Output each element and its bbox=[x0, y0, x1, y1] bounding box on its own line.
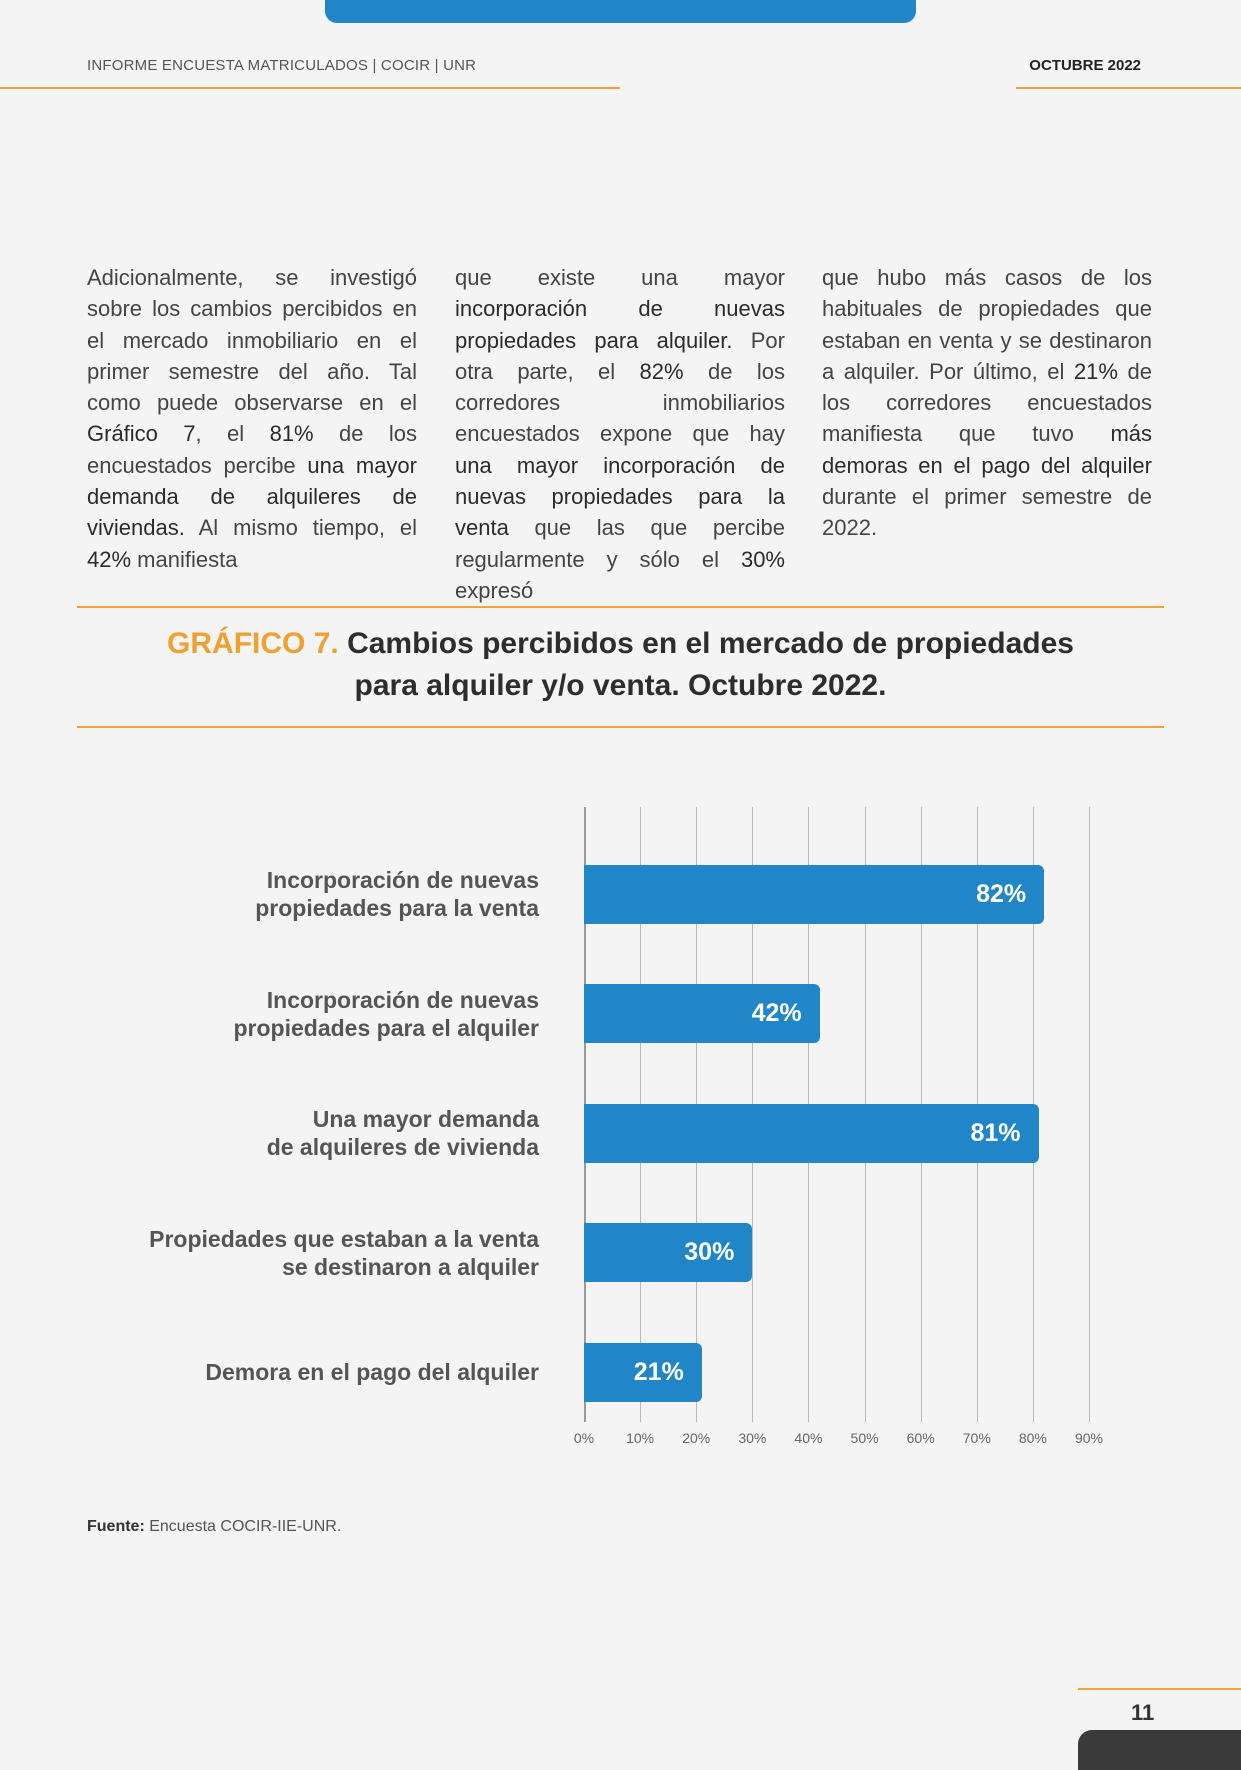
bar-value-label: 30% bbox=[684, 1238, 735, 1266]
body-text: de los corredores inmobiliarios encuesta… bbox=[455, 358, 785, 447]
x-tick-label: 80% bbox=[1018, 1430, 1047, 1446]
bar-value-label: 42% bbox=[751, 999, 802, 1027]
category-label-line: propiedades para el alquiler bbox=[233, 1014, 540, 1041]
category-label: Una mayor demanda de alquileres de vivien… bbox=[267, 1105, 539, 1161]
category-label: Propiedades que estaban a la venta se des… bbox=[149, 1225, 539, 1281]
category-label-line: Incorporación de nuevas bbox=[266, 867, 539, 893]
footer-divider bbox=[1078, 1688, 1241, 1690]
x-tick-label: 70% bbox=[962, 1430, 991, 1446]
category-label: Incorporación de nuevas propiedades para … bbox=[234, 986, 540, 1042]
x-tick-label: 10% bbox=[626, 1430, 655, 1446]
body-text: de los corredores encuestados manifiesta… bbox=[822, 358, 1152, 447]
bar: 81% bbox=[584, 1103, 1039, 1163]
body-column-3: que hubo más casos de los habituales de … bbox=[822, 262, 1152, 544]
category-label-line: de alquileres de vivienda bbox=[266, 1134, 539, 1160]
emphasis-text: 81% bbox=[269, 421, 314, 447]
emphasis-text: 21% bbox=[1073, 358, 1118, 384]
body-text: manifiesta bbox=[131, 546, 238, 572]
emphasis-text: más demoras en el pago del alquiler bbox=[822, 421, 1152, 478]
x-tick-label: 20% bbox=[682, 1430, 711, 1446]
figure-label: GRÁFICO 7. bbox=[167, 627, 339, 660]
emphasis-text: 82% bbox=[639, 358, 684, 384]
chart-title-rule-top bbox=[77, 606, 1164, 608]
x-tick-label: 90% bbox=[1074, 1430, 1104, 1446]
category-label-line: Una mayor demanda bbox=[312, 1106, 539, 1132]
emphasis-text: incorporación de nuevas propiedades para… bbox=[455, 296, 785, 353]
x-tick-label: 30% bbox=[738, 1430, 767, 1446]
source-label: Fuente: bbox=[87, 1518, 145, 1535]
body-column-2: que existe una mayor incorporación de nu… bbox=[455, 262, 785, 606]
chart-title-rule-bottom bbox=[77, 726, 1164, 728]
plot-area: 82% 42% 81% 30% 21% bbox=[584, 807, 1090, 1422]
emphasis-text: una mayor demanda de alquileres de vivie… bbox=[87, 452, 417, 541]
source-text: Encuesta COCIR-IIE-UNR. bbox=[144, 1518, 342, 1535]
category-label-line: Incorporación de nuevas bbox=[266, 986, 539, 1013]
body-text: que hubo más casos de los habituales de … bbox=[822, 265, 1152, 384]
chart-title: GRÁFICO 7. Cambios percibidos en el merc… bbox=[77, 623, 1164, 707]
emphasis-text: una mayor incorporación de nuevas propie… bbox=[455, 452, 785, 541]
top-decorative-tab bbox=[325, 0, 916, 23]
x-tick-label: 60% bbox=[906, 1430, 935, 1446]
report-date: OCTUBRE 2022 bbox=[1029, 57, 1141, 74]
bar: 42% bbox=[584, 984, 820, 1043]
bar-value-label: 21% bbox=[633, 1357, 684, 1386]
bar: 30% bbox=[584, 1223, 753, 1282]
body-text: Por otra parte, el bbox=[455, 327, 785, 384]
category-label: Demora en el pago del alquiler bbox=[205, 1358, 539, 1386]
category-label: Incorporación de nuevas propiedades para … bbox=[255, 866, 539, 922]
emphasis-text: 30% bbox=[740, 546, 785, 572]
bar: 21% bbox=[584, 1342, 702, 1402]
header-divider-right bbox=[1016, 87, 1241, 89]
bar-chart: 82% 42% 81% 30% 21% 0% 10% 20% 30% 40% 50% 60% 70% 8… bbox=[0, 795, 1241, 1455]
body-text: Al mismo tiempo, el bbox=[184, 515, 417, 541]
bar: 82% bbox=[584, 864, 1045, 924]
page-number: 11 bbox=[1131, 1700, 1155, 1725]
body-text: que existe una mayor bbox=[455, 265, 785, 290]
report-title: INFORME ENCUESTA MATRICULADOS | COCIR | … bbox=[87, 57, 477, 74]
chart-title-line-2: para alquiler y/o venta. Octubre 2022. bbox=[354, 669, 887, 702]
body-text: , el bbox=[195, 421, 270, 447]
body-text: que las que percibe regularmente y sólo … bbox=[455, 515, 785, 572]
body-text: de los encuestados percibe bbox=[87, 421, 417, 478]
footer-decorative-tab bbox=[1078, 1730, 1241, 1770]
category-label-line: se destinaron a alquiler bbox=[282, 1253, 539, 1280]
bar-value-label: 81% bbox=[970, 1118, 1021, 1147]
body-text: expresó bbox=[455, 577, 534, 603]
x-tick-label: 0% bbox=[573, 1430, 595, 1446]
bar-value-label: 82% bbox=[976, 879, 1027, 908]
source-note: Fuente: Encuesta COCIR-IIE-UNR. bbox=[87, 1518, 341, 1536]
gridline bbox=[1089, 807, 1090, 1422]
body-text: Adicionalmente, se investigó sobre los c… bbox=[87, 265, 417, 416]
body-text: durante el primer semestre de 2022. bbox=[822, 484, 1152, 541]
category-label-line: propiedades para la venta bbox=[255, 895, 539, 921]
emphasis-text: 42% bbox=[87, 546, 132, 572]
x-tick-label: 50% bbox=[850, 1430, 879, 1446]
header-divider-left bbox=[0, 87, 620, 89]
category-label-line: Demora en el pago del alquiler bbox=[205, 1359, 539, 1385]
x-tick-label: 40% bbox=[794, 1430, 823, 1446]
chart-title-line-1: Cambios percibidos en el mercado de prop… bbox=[347, 627, 1074, 660]
category-label-line: Propiedades que estaban a la venta bbox=[149, 1225, 539, 1252]
emphasis-text: Gráfico 7 bbox=[87, 421, 196, 447]
body-column-1: Adicionalmente, se investigó sobre los c… bbox=[87, 262, 417, 575]
